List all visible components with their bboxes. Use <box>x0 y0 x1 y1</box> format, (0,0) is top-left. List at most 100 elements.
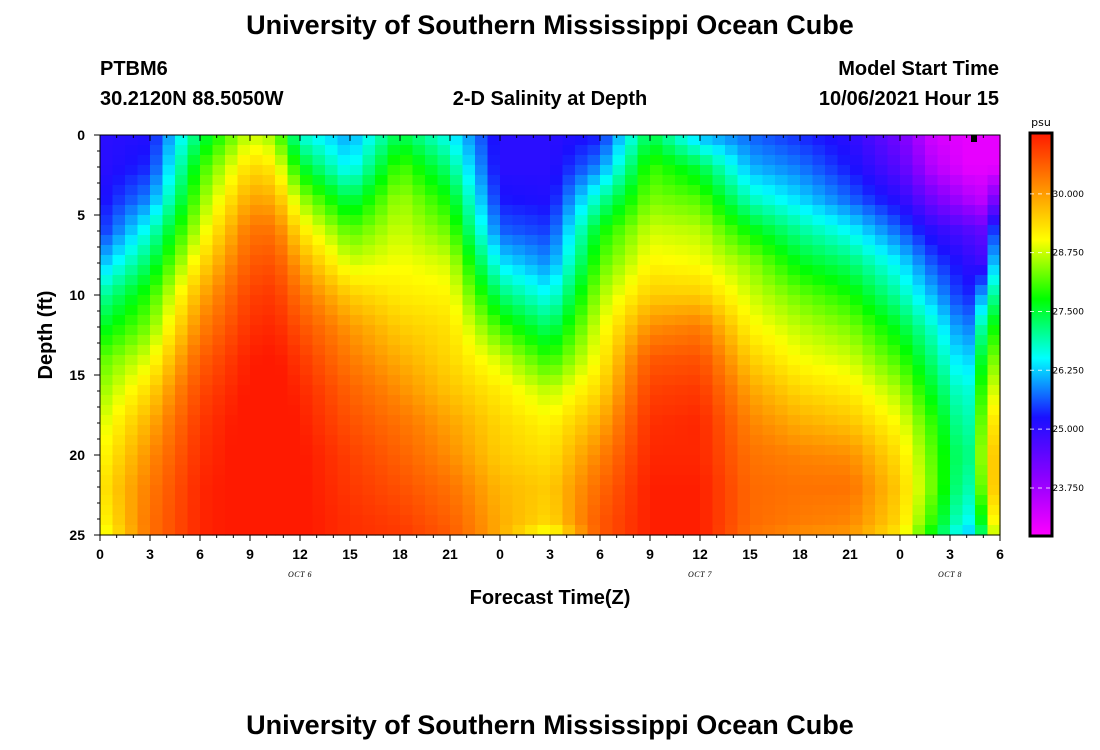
heatmap-cell <box>937 395 951 406</box>
heatmap-cell <box>550 195 564 206</box>
heatmap-cell <box>375 375 389 386</box>
heatmap-cell <box>912 285 926 296</box>
heatmap-cell <box>437 175 451 186</box>
heatmap-cell <box>850 185 864 196</box>
heatmap-cell <box>487 365 501 376</box>
heatmap-cell <box>425 225 439 236</box>
heatmap-cell <box>487 195 501 206</box>
heatmap-cell <box>987 195 1001 206</box>
heatmap-cell <box>112 475 126 486</box>
heatmap-cell <box>637 455 651 466</box>
heatmap-cell <box>587 415 601 426</box>
heatmap-cell <box>187 325 201 336</box>
heatmap-cell <box>850 375 864 386</box>
heatmap-cell <box>175 145 189 156</box>
heatmap-cell <box>512 385 526 396</box>
heatmap-cell <box>512 175 526 186</box>
heatmap-cell <box>100 525 114 536</box>
heatmap-cell <box>150 155 164 166</box>
heatmap-cell <box>237 435 251 446</box>
heatmap-cell <box>925 315 939 326</box>
heatmap-cell <box>487 265 501 276</box>
heatmap-cell <box>450 295 464 306</box>
heatmap-cell <box>462 325 476 336</box>
heatmap-cell <box>225 135 239 146</box>
heatmap-cell <box>575 245 589 256</box>
heatmap-cell <box>675 385 689 396</box>
heatmap-cell <box>700 305 714 316</box>
heatmap-cell <box>950 525 964 536</box>
heatmap-cell <box>337 185 351 196</box>
heatmap-cell <box>975 505 989 516</box>
heatmap-cell <box>300 395 314 406</box>
heatmap-cell <box>850 485 864 496</box>
heatmap-cell <box>212 495 226 506</box>
heatmap-cell <box>975 395 989 406</box>
heatmap-cell <box>387 495 401 506</box>
heatmap-cell <box>200 475 214 486</box>
y-axis-label: Depth (ft) <box>35 291 57 380</box>
heatmap-cell <box>600 515 614 526</box>
heatmap-cell <box>700 135 714 146</box>
heatmap-cell <box>775 415 789 426</box>
heatmap-cell <box>812 215 826 226</box>
heatmap-cell <box>250 175 264 186</box>
heatmap-cell <box>112 425 126 436</box>
heatmap-cell <box>787 215 801 226</box>
heatmap-cell <box>662 495 676 506</box>
heatmap-cell <box>487 475 501 486</box>
heatmap-cell <box>662 305 676 316</box>
heatmap-cell <box>250 505 264 516</box>
heatmap-cell <box>325 275 339 286</box>
heatmap-cell <box>687 215 701 226</box>
heatmap-cell <box>725 315 739 326</box>
heatmap-cell <box>175 365 189 376</box>
heatmap-cell <box>475 415 489 426</box>
heatmap-cell <box>862 165 876 176</box>
heatmap-cell <box>100 415 114 426</box>
heatmap-cell <box>450 395 464 406</box>
heatmap-cell <box>912 475 926 486</box>
heatmap-cell <box>987 485 1001 496</box>
heatmap-cell <box>587 465 601 476</box>
heatmap-cell <box>162 145 176 156</box>
heatmap-cell <box>300 215 314 226</box>
heatmap-cell <box>275 235 289 246</box>
heatmap-cell <box>737 365 751 376</box>
heatmap-cell <box>325 335 339 346</box>
heatmap-cell <box>812 255 826 266</box>
heatmap-cell <box>100 445 114 456</box>
heatmap-cell <box>800 235 814 246</box>
heatmap-cell <box>412 345 426 356</box>
heatmap-cell <box>237 285 251 296</box>
heatmap-cell <box>775 475 789 486</box>
heatmap-cell <box>400 345 414 356</box>
heatmap-cell <box>937 175 951 186</box>
heatmap-cell <box>225 515 239 526</box>
heatmap-cell <box>775 325 789 336</box>
heatmap-cell <box>312 485 326 496</box>
heatmap-cell <box>925 205 939 216</box>
heatmap-cell <box>662 345 676 356</box>
heatmap-cell <box>312 345 326 356</box>
heatmap-cell <box>650 295 664 306</box>
x-tick-label: 15 <box>342 546 358 562</box>
heatmap-cell <box>325 425 339 436</box>
heatmap-cell <box>550 515 564 526</box>
heatmap-cell <box>187 365 201 376</box>
heatmap-cell <box>500 415 514 426</box>
heatmap-cell <box>537 195 551 206</box>
heatmap-cell <box>375 465 389 476</box>
heatmap-cell <box>250 135 264 146</box>
heatmap-cell <box>762 265 776 276</box>
heatmap-cell <box>800 435 814 446</box>
heatmap-cell <box>337 525 351 536</box>
heatmap-cell <box>437 155 451 166</box>
heatmap-cell <box>487 505 501 516</box>
x-tick-label: 21 <box>442 546 458 562</box>
heatmap-cell <box>900 245 914 256</box>
heatmap-cell <box>412 485 426 496</box>
heatmap-cell <box>550 255 564 266</box>
heatmap-cell <box>700 475 714 486</box>
heatmap-cell <box>425 155 439 166</box>
